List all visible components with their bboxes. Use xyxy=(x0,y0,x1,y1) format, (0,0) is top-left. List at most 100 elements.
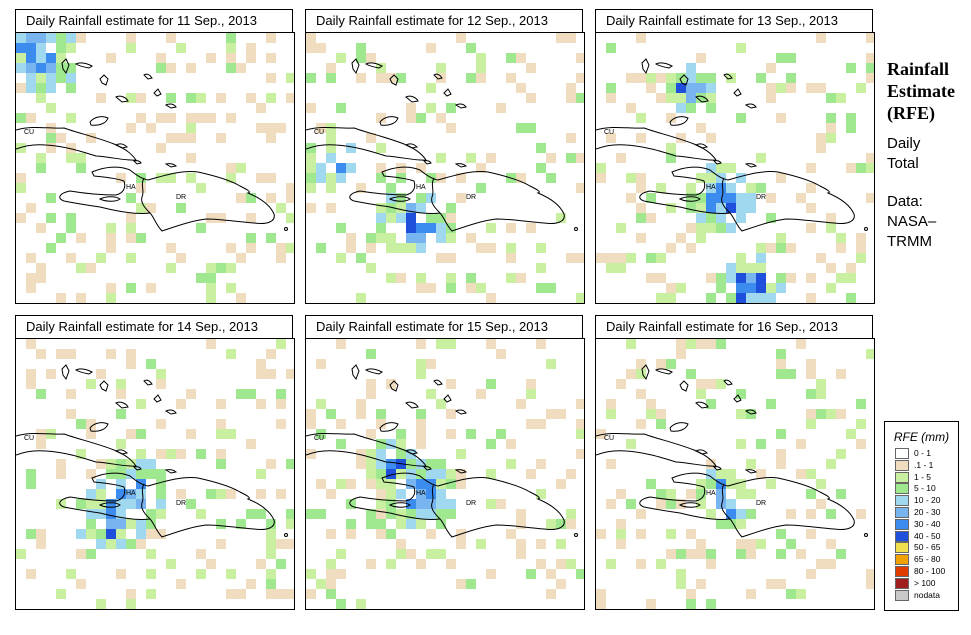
rain-cell xyxy=(836,549,846,559)
rain-cell xyxy=(376,409,386,419)
rain-cell xyxy=(866,73,874,83)
rain-cell xyxy=(316,399,326,409)
rain-cell xyxy=(696,489,706,499)
rain-cell xyxy=(196,113,206,123)
rain-cell xyxy=(446,409,456,419)
rain-cell xyxy=(716,213,726,223)
rain-cell xyxy=(346,499,356,509)
rain-cell xyxy=(486,439,496,449)
rain-cell xyxy=(226,53,236,63)
country-label-dominican_republic: DR xyxy=(176,194,186,201)
rain-cell xyxy=(436,153,446,163)
rain-cell xyxy=(166,243,176,253)
coastline xyxy=(405,95,419,103)
rain-cell xyxy=(496,499,506,509)
rain-cell xyxy=(656,183,666,193)
rain-cell xyxy=(266,73,276,83)
coastline xyxy=(61,364,70,381)
rain-cell xyxy=(186,63,196,73)
rain-cell xyxy=(76,499,86,509)
rain-cell xyxy=(126,43,136,53)
rain-cell xyxy=(226,283,236,293)
rain-cell xyxy=(746,193,756,203)
rain-cell xyxy=(386,203,396,213)
rain-cell xyxy=(416,369,426,379)
rain-cell xyxy=(536,419,546,429)
rain-cell xyxy=(786,83,796,93)
rain-cell xyxy=(36,529,46,539)
rain-cell xyxy=(546,173,556,183)
rain-cell xyxy=(386,439,396,449)
rain-cell xyxy=(616,223,626,233)
rain-cell xyxy=(626,103,636,113)
rain-cell xyxy=(316,43,326,53)
rain-cell xyxy=(336,419,346,429)
rain-cell xyxy=(136,399,146,409)
rain-cell xyxy=(56,33,66,43)
rain-cell xyxy=(236,193,246,203)
coastline xyxy=(153,394,162,403)
rain-cell xyxy=(396,213,406,223)
rain-cell xyxy=(56,589,66,599)
rain-cell xyxy=(746,183,756,193)
rain-cell xyxy=(396,73,406,83)
rain-cell xyxy=(326,559,336,569)
rain-cell xyxy=(836,369,846,379)
rain-cell xyxy=(756,273,766,283)
rain-cell xyxy=(856,233,866,243)
rain-cell xyxy=(526,569,536,579)
rain-cell xyxy=(416,243,426,253)
rain-cell xyxy=(336,439,346,449)
rain-cell xyxy=(56,133,66,143)
coastline xyxy=(75,62,93,69)
rain-cell xyxy=(266,123,276,133)
rain-cell xyxy=(836,243,846,253)
rain-cell xyxy=(426,43,436,53)
rain-cell xyxy=(266,33,276,43)
rain-cell xyxy=(96,599,106,609)
rain-cell xyxy=(706,193,716,203)
coastline xyxy=(365,62,383,69)
rain-cell xyxy=(436,549,446,559)
rain-cell xyxy=(256,559,266,569)
legend-label: .1 - 1 xyxy=(914,459,934,470)
rain-cell xyxy=(746,273,756,283)
rain-cell xyxy=(306,509,316,519)
rain-cell xyxy=(426,499,436,509)
rain-cell xyxy=(716,519,726,529)
rain-cell xyxy=(156,469,166,479)
rain-cell xyxy=(666,283,676,293)
rain-cell xyxy=(126,193,136,203)
rain-cell xyxy=(646,213,656,223)
rain-cell xyxy=(276,389,286,399)
rain-cell xyxy=(826,559,836,569)
rain-cell xyxy=(706,103,716,113)
rain-cell xyxy=(536,539,546,549)
rain-cell xyxy=(796,589,806,599)
coastline xyxy=(423,466,432,471)
rain-cell xyxy=(146,203,156,213)
rain-cell xyxy=(46,133,56,143)
rain-cell xyxy=(116,459,126,469)
rain-cell xyxy=(746,509,756,519)
rain-cell xyxy=(866,349,874,359)
rain-cell xyxy=(426,213,436,223)
rain-cell xyxy=(566,93,576,103)
rain-cell xyxy=(26,469,36,479)
rain-cell xyxy=(126,33,136,43)
rain-cell xyxy=(676,233,686,243)
rain-cell xyxy=(516,539,526,549)
rain-cell xyxy=(326,63,336,73)
rain-cell xyxy=(156,369,166,379)
rain-cell xyxy=(426,469,436,479)
rain-cell xyxy=(376,419,386,429)
rain-cell xyxy=(696,579,706,589)
rain-cell xyxy=(716,283,726,293)
rain-cell xyxy=(386,273,396,283)
rain-cell xyxy=(46,213,56,223)
coastline xyxy=(678,502,701,508)
coastline xyxy=(641,58,650,75)
rain-cell xyxy=(616,489,626,499)
rain-cell xyxy=(336,599,346,609)
rain-cell xyxy=(56,63,66,73)
